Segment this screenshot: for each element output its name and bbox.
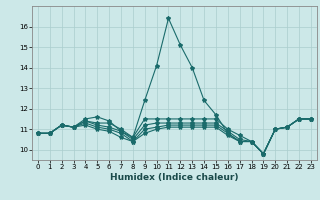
X-axis label: Humidex (Indice chaleur): Humidex (Indice chaleur)	[110, 173, 239, 182]
